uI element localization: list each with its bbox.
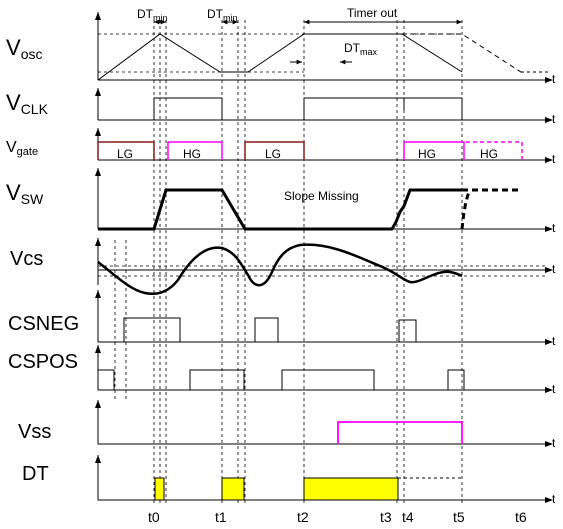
vss-axis-t: t [552, 436, 556, 450]
dt-trace [95, 455, 553, 503]
gate-pulse-lg-1: LG [117, 147, 133, 161]
vsw-axis-t: t [552, 221, 556, 235]
vss-trace [95, 400, 553, 447]
vcs-axis-t: t [552, 262, 556, 276]
time-marker-t0: t0 [148, 509, 160, 525]
csneg-trace [95, 290, 553, 345]
cspos-label: CSPOS [8, 351, 78, 373]
time-marker-t2: t2 [297, 509, 309, 525]
dt-label: DT [22, 463, 49, 485]
dtmin-annotation-1: DTmin [137, 7, 168, 25]
time-marker-t1: t1 [215, 509, 227, 525]
time-marker-t5: t5 [453, 509, 465, 525]
vosc-trace [95, 12, 553, 83]
vgate-axis-t: t [552, 152, 556, 166]
gate-pulse-hg-1: HG [183, 147, 201, 161]
vclk-axis-t: t [552, 112, 556, 126]
gate-pulse-hg-2: HG [418, 147, 436, 161]
vgate-label: Vgate [6, 139, 38, 158]
csneg-axis-t: t [552, 334, 556, 348]
timer-out-annotation: Timer out [304, 6, 462, 25]
slope-missing-note: Slope Missing [284, 189, 359, 203]
svg-text:DTmin: DTmin [137, 7, 168, 23]
time-marker-t6: t6 [515, 509, 527, 525]
svg-text:DTmax: DTmax [344, 41, 378, 57]
vsw-trace [95, 168, 553, 232]
vsw-label: VSW [6, 180, 44, 207]
vcs-label: Vcs [10, 248, 43, 270]
time-markers: t0 t1 t2 t3 t4 t5 t6 [148, 509, 527, 525]
dtmin-annotation-2: DTmin [207, 7, 238, 25]
vcs-trace [95, 238, 553, 295]
vclk-label: VCLK [6, 90, 49, 117]
gate-pulse-lg-2: LG [265, 147, 281, 161]
cspos-trace [95, 345, 553, 393]
dt-axis-t: t [552, 492, 556, 506]
svg-text:Timer out: Timer out [347, 6, 398, 20]
time-marker-t3: t3 [380, 509, 392, 525]
svg-text:DTmin: DTmin [207, 7, 238, 23]
vosc-label: Vosc [6, 35, 42, 62]
vosc-axis-t: t [552, 72, 556, 86]
time-guide-lines [114, 20, 463, 505]
csneg-label: CSNEG [8, 313, 79, 335]
vclk-trace [95, 88, 553, 123]
time-marker-t4: t4 [402, 509, 414, 525]
dtmax-annotation: DTmax [290, 41, 378, 65]
gate-pulse-hg-3: HG [480, 147, 498, 161]
vgate-trace [95, 128, 553, 163]
vss-label: Vss [18, 421, 51, 443]
cspos-axis-t: t [552, 382, 556, 396]
